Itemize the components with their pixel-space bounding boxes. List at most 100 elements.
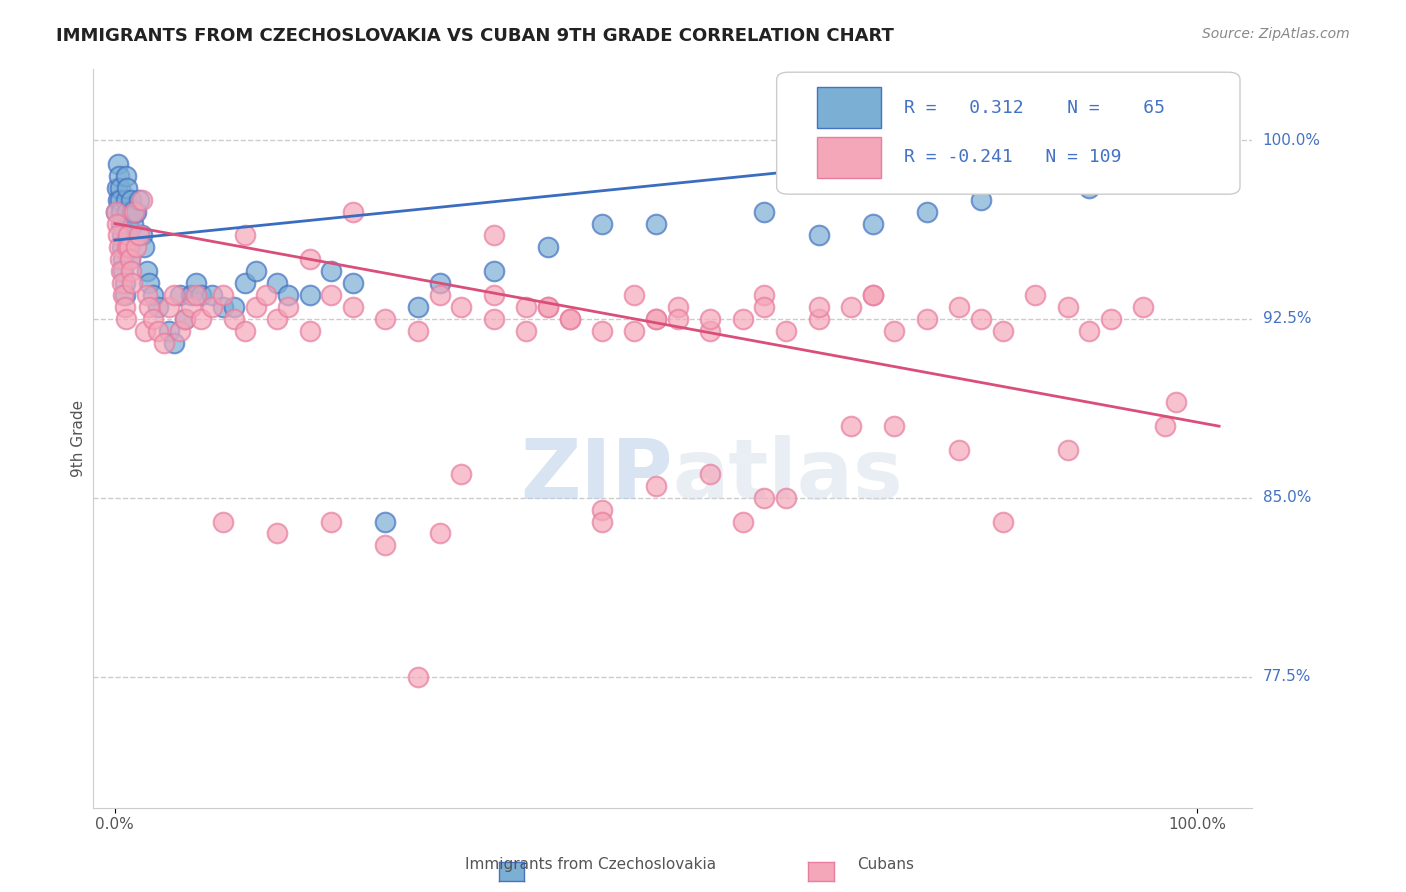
- Point: [1078, 180, 1101, 194]
- Point: [169, 324, 191, 338]
- Point: [104, 204, 127, 219]
- Point: [107, 157, 129, 171]
- Point: [450, 467, 472, 481]
- Point: [277, 288, 299, 302]
- Point: [699, 311, 721, 326]
- Point: [1132, 300, 1154, 314]
- Point: [1164, 395, 1187, 409]
- Point: [666, 300, 689, 314]
- Point: [212, 288, 235, 302]
- Point: [731, 515, 754, 529]
- Point: [142, 311, 165, 326]
- Point: [321, 288, 343, 302]
- Text: Source: ZipAtlas.com: Source: ZipAtlas.com: [1202, 27, 1350, 41]
- Point: [645, 217, 668, 231]
- Point: [862, 288, 884, 302]
- Text: Immigrants from Czechoslovakia: Immigrants from Czechoslovakia: [465, 857, 716, 872]
- Point: [132, 240, 155, 254]
- Text: atlas: atlas: [672, 434, 903, 516]
- Point: [515, 300, 537, 314]
- Point: [136, 288, 159, 302]
- Point: [222, 311, 245, 326]
- Point: [245, 264, 267, 278]
- Point: [201, 288, 224, 302]
- Text: ZIP: ZIP: [520, 434, 672, 516]
- Point: [645, 311, 668, 326]
- Point: [114, 169, 136, 183]
- Point: [406, 300, 429, 314]
- Point: [128, 193, 150, 207]
- Y-axis label: 9th Grade: 9th Grade: [72, 400, 86, 476]
- Point: [111, 228, 134, 243]
- Point: [121, 204, 143, 219]
- Point: [839, 300, 862, 314]
- Point: [482, 311, 505, 326]
- Point: [298, 252, 321, 267]
- Point: [775, 324, 797, 338]
- Point: [134, 324, 156, 338]
- Point: [118, 240, 141, 254]
- Point: [1154, 419, 1177, 434]
- Point: [222, 300, 245, 314]
- Point: [105, 180, 128, 194]
- Point: [114, 193, 136, 207]
- Point: [114, 276, 136, 290]
- Point: [839, 419, 862, 434]
- Point: [429, 526, 451, 541]
- Point: [970, 311, 993, 326]
- Point: [117, 228, 139, 243]
- Point: [114, 300, 136, 314]
- Point: [131, 193, 153, 207]
- Point: [429, 276, 451, 290]
- Point: [666, 311, 689, 326]
- Point: [645, 311, 668, 326]
- Point: [105, 217, 128, 231]
- Point: [450, 300, 472, 314]
- Point: [128, 228, 150, 243]
- Point: [112, 252, 135, 267]
- Point: [883, 324, 905, 338]
- Point: [120, 264, 142, 278]
- Point: [110, 204, 132, 219]
- Point: [754, 204, 776, 219]
- Point: [254, 288, 277, 302]
- Point: [233, 324, 256, 338]
- Point: [201, 300, 224, 314]
- Text: 100.0%: 100.0%: [1263, 133, 1320, 147]
- Point: [266, 526, 288, 541]
- Point: [807, 300, 830, 314]
- Point: [245, 300, 267, 314]
- Point: [110, 217, 132, 231]
- Point: [482, 264, 505, 278]
- Point: [118, 240, 141, 254]
- Point: [146, 300, 169, 314]
- Point: [591, 515, 613, 529]
- Point: [163, 288, 186, 302]
- Point: [121, 276, 143, 290]
- Point: [515, 324, 537, 338]
- Point: [775, 491, 797, 505]
- Point: [948, 443, 970, 458]
- Point: [537, 240, 560, 254]
- FancyBboxPatch shape: [776, 72, 1240, 194]
- Point: [174, 311, 197, 326]
- Point: [298, 324, 321, 338]
- Text: 77.5%: 77.5%: [1263, 669, 1310, 684]
- Point: [114, 288, 136, 302]
- Point: [111, 240, 134, 254]
- Point: [591, 502, 613, 516]
- Point: [591, 324, 613, 338]
- Point: [754, 288, 776, 302]
- Point: [115, 240, 138, 254]
- Point: [915, 204, 938, 219]
- Point: [915, 311, 938, 326]
- Point: [298, 288, 321, 302]
- Point: [374, 538, 396, 552]
- Point: [118, 252, 141, 267]
- Point: [136, 264, 159, 278]
- Bar: [817, 87, 882, 128]
- Point: [115, 204, 138, 219]
- Point: [883, 419, 905, 434]
- Point: [138, 276, 160, 290]
- Point: [212, 515, 235, 529]
